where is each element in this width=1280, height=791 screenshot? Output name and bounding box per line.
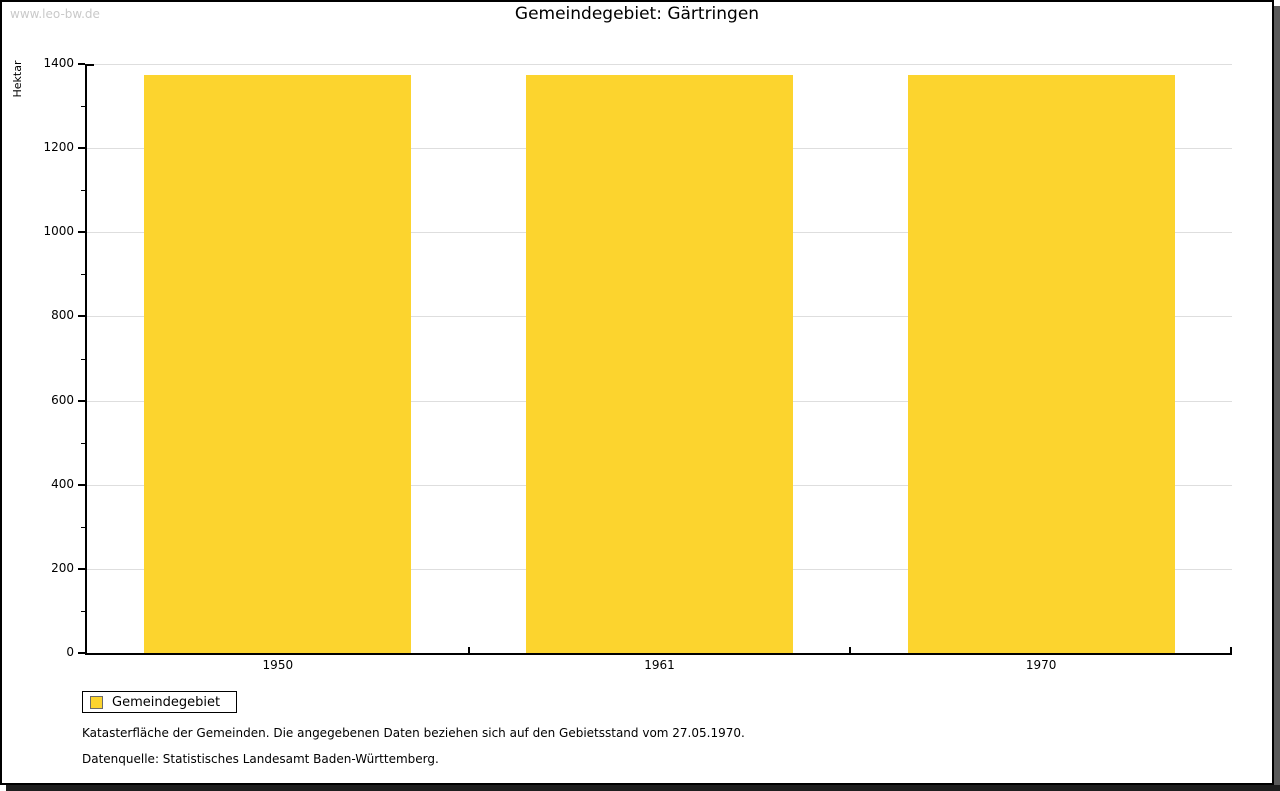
y-major-tick-200: [78, 567, 85, 570]
legend-label: Gemeindegebiet: [112, 694, 221, 710]
x-boundary-tick-2: [849, 647, 851, 653]
y-tick-label-1400: 1400: [43, 56, 74, 70]
y-tick-label-800: 800: [51, 308, 74, 323]
y-major-tick-1400: [78, 63, 85, 65]
bar-1970: [908, 75, 1175, 653]
y-major-tick-400: [78, 483, 85, 486]
y-tick-label-1000: 1000: [43, 224, 74, 239]
y-minor-tick-1100: [81, 190, 85, 192]
y-axis-end-cap: [87, 64, 94, 66]
y-tick-label-0: 0: [66, 645, 74, 659]
y-major-tick-800: [78, 315, 85, 318]
y-minor-tick-300: [81, 526, 85, 528]
y-major-tick-600: [78, 399, 85, 402]
x-boundary-tick-1: [468, 647, 470, 653]
y-tick-label-1200: 1200: [43, 140, 74, 155]
x-tick-label-1961: 1961: [644, 658, 675, 672]
caption-source: Datenquelle: Statistisches Landesamt Bad…: [82, 752, 439, 766]
x-axis-end-cap: [1230, 647, 1232, 653]
x-tick-label-1970: 1970: [1025, 658, 1057, 672]
bar-1950: [144, 75, 411, 653]
y-minor-tick-100: [81, 610, 85, 612]
legend: Gemeindegebiet: [82, 691, 238, 713]
y-minor-tick-700: [81, 358, 85, 360]
window-shadow-bottom: [6, 785, 1280, 791]
y-tick-label-200: 200: [51, 560, 74, 575]
y-minor-tick-1300: [81, 106, 85, 108]
window-shadow-right: [1274, 6, 1280, 785]
caption-description: Katasterfläche der Gemeinden. Die angege…: [82, 726, 745, 740]
y-tick-label-600: 600: [51, 392, 74, 407]
chart-title: Gemeindegebiet: Gärtringen: [514, 4, 760, 24]
y-major-tick-1200: [78, 147, 85, 150]
y-tick-label-400: 400: [51, 476, 74, 491]
plot-area: [85, 64, 1232, 655]
y-minor-tick-900: [81, 274, 85, 276]
x-tick-label-1950: 1950: [262, 658, 294, 672]
y-minor-tick-500: [81, 442, 85, 444]
y-major-tick-0: [78, 652, 85, 654]
gridline-1400: [87, 64, 1232, 65]
bar-1961: [526, 75, 793, 653]
legend-swatch-icon: [90, 695, 103, 709]
watermark: www.leo-bw.de: [10, 7, 100, 21]
y-major-tick-1000: [78, 231, 85, 234]
